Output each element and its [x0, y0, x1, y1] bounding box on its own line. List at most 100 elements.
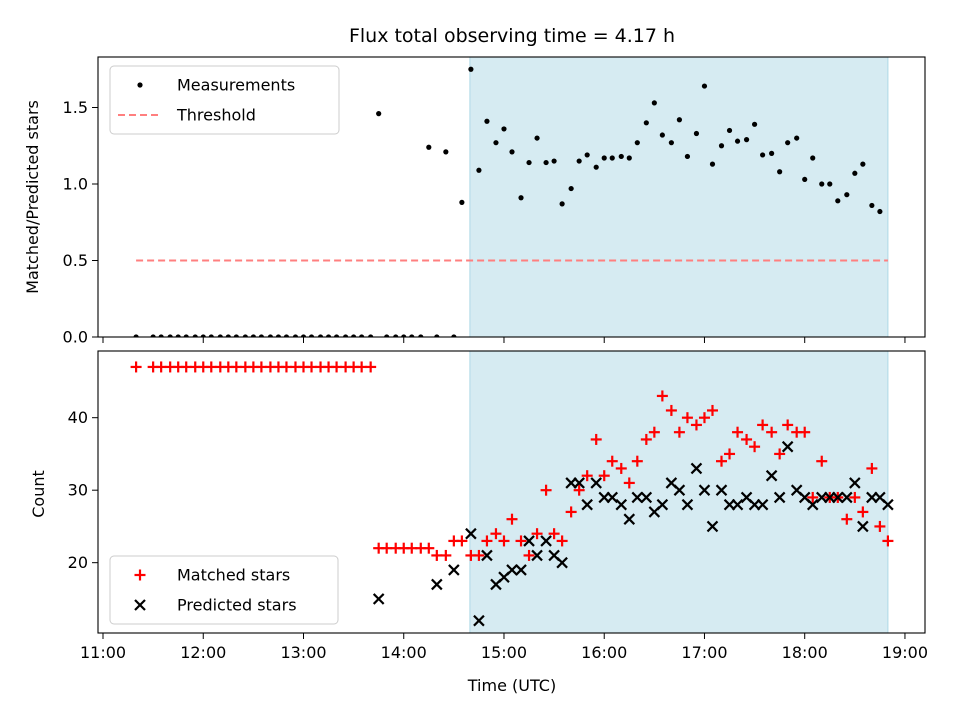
- measurement-point: [668, 140, 674, 146]
- measurement-point: [743, 137, 750, 143]
- matched-stars-point: [866, 462, 878, 474]
- measurement-point: [250, 334, 256, 337]
- measurement-point: [476, 167, 482, 173]
- measurement-point: [684, 153, 691, 160]
- measurement-point: [634, 140, 640, 146]
- measurement-point: [484, 118, 490, 124]
- matched-stars-point: [523, 549, 535, 561]
- matched-stars-point: [440, 549, 452, 561]
- x-tick-label: 14:00: [381, 643, 427, 662]
- measurement-point: [593, 164, 599, 170]
- matched-stars-point: [724, 448, 736, 460]
- matched-stars-point: [498, 535, 510, 547]
- predicted-stars-point: [731, 498, 744, 511]
- measurement-point: [342, 334, 349, 337]
- measurement-point: [351, 334, 357, 337]
- measurement-point: [794, 135, 800, 141]
- measurement-point: [659, 132, 665, 138]
- measurement-point: [802, 176, 808, 183]
- predicted-stars-point: [623, 513, 636, 525]
- predicted-stars-point: [673, 484, 686, 496]
- measurement-point: [308, 334, 315, 337]
- x-axis-label: Time (UTC): [467, 676, 556, 695]
- measurement-point: [217, 334, 223, 337]
- legend-label: Predicted stars: [177, 596, 297, 615]
- axes-frame-panel-2: [97, 350, 926, 634]
- measurement-point: [860, 161, 866, 167]
- predicted-stars-point: [573, 477, 585, 489]
- matched-stars-point: [698, 412, 710, 424]
- measurement-point: [258, 334, 264, 337]
- measurement-point: [418, 334, 424, 337]
- predicted-stars-point: [590, 477, 602, 489]
- matched-stars-point: [741, 433, 753, 445]
- measurement-point: [609, 155, 615, 161]
- measurement-point: [275, 334, 282, 337]
- predicted-stars-point: [372, 593, 385, 605]
- measurement-point: [785, 140, 791, 146]
- matched-stars-point: [590, 433, 602, 445]
- y-tick-label: 30: [68, 481, 88, 500]
- x-tick-label: 11:00: [80, 643, 126, 662]
- measurement-point: [283, 334, 290, 337]
- measurement-point: [501, 126, 507, 132]
- measurement-point: [835, 198, 841, 204]
- predicted-stars-point: [882, 498, 894, 511]
- matched-stars-point: [732, 426, 744, 438]
- predicted-stars-point: [431, 578, 443, 591]
- measurement-point: [317, 334, 324, 337]
- x-tick-label: 18:00: [782, 643, 828, 662]
- measurement-point: [192, 334, 198, 337]
- measurement-point: [359, 334, 365, 337]
- predicted-stars-point: [581, 498, 593, 511]
- y-tick-label: 1.5: [63, 98, 88, 117]
- measurement-point: [233, 334, 239, 337]
- measurement-point: [459, 199, 465, 205]
- legend-box: [109, 555, 339, 625]
- predicted-stars-point: [857, 520, 869, 533]
- measurement-point: [526, 159, 532, 166]
- predicted-stars-point: [841, 491, 853, 504]
- measurement-point: [509, 149, 515, 155]
- matched-stars-point: [640, 433, 652, 445]
- measurement-point: [468, 66, 474, 72]
- predicted-stars-point: [556, 556, 568, 569]
- matched-stars-point: [807, 491, 819, 503]
- measurement-point: [885, 0, 890, 3]
- measurement-point: [777, 169, 783, 175]
- observing-span-shade-panel-1: [469, 56, 889, 338]
- matched-stars-point: [540, 484, 552, 496]
- y-tick-label: 0.0: [63, 328, 88, 347]
- predicted-stars-point: [481, 549, 493, 562]
- matched-stars-point: [841, 513, 853, 525]
- measurement-point: [844, 192, 850, 198]
- predicted-stars-point: [515, 564, 527, 576]
- legend-label: Threshold: [176, 106, 256, 125]
- predicted-stars-point: [523, 535, 535, 547]
- measurement-point: [242, 334, 248, 337]
- matched-stars-point: [565, 506, 577, 518]
- measurement-point: [225, 334, 231, 337]
- matched-stars-point: [816, 455, 828, 467]
- measurement-point: [676, 117, 683, 123]
- predicted-stars-point: [698, 484, 711, 496]
- predicted-stars-point: [756, 498, 769, 511]
- x-tick-label: 16:00: [581, 643, 627, 662]
- measurement-point: [760, 152, 766, 158]
- predicted-stars-point: [448, 564, 460, 576]
- measurement-point: [701, 83, 708, 89]
- x-tick-label: 13:00: [280, 643, 326, 662]
- measurement-point: [643, 120, 649, 126]
- matched-stars-point: [631, 455, 643, 467]
- matched-stars-point: [623, 477, 635, 489]
- measurement-point: [267, 334, 274, 337]
- measurement-point: [208, 334, 214, 337]
- matched-stars-point: [490, 528, 502, 540]
- chart-title: Flux total observing time = 4.17 h: [349, 25, 675, 47]
- matched-stars-point: [481, 535, 493, 547]
- measurement-point: [393, 334, 399, 337]
- x-tick-label: 15:00: [481, 643, 527, 662]
- predicted-stars-point: [640, 491, 653, 504]
- measurement-point: [877, 208, 883, 215]
